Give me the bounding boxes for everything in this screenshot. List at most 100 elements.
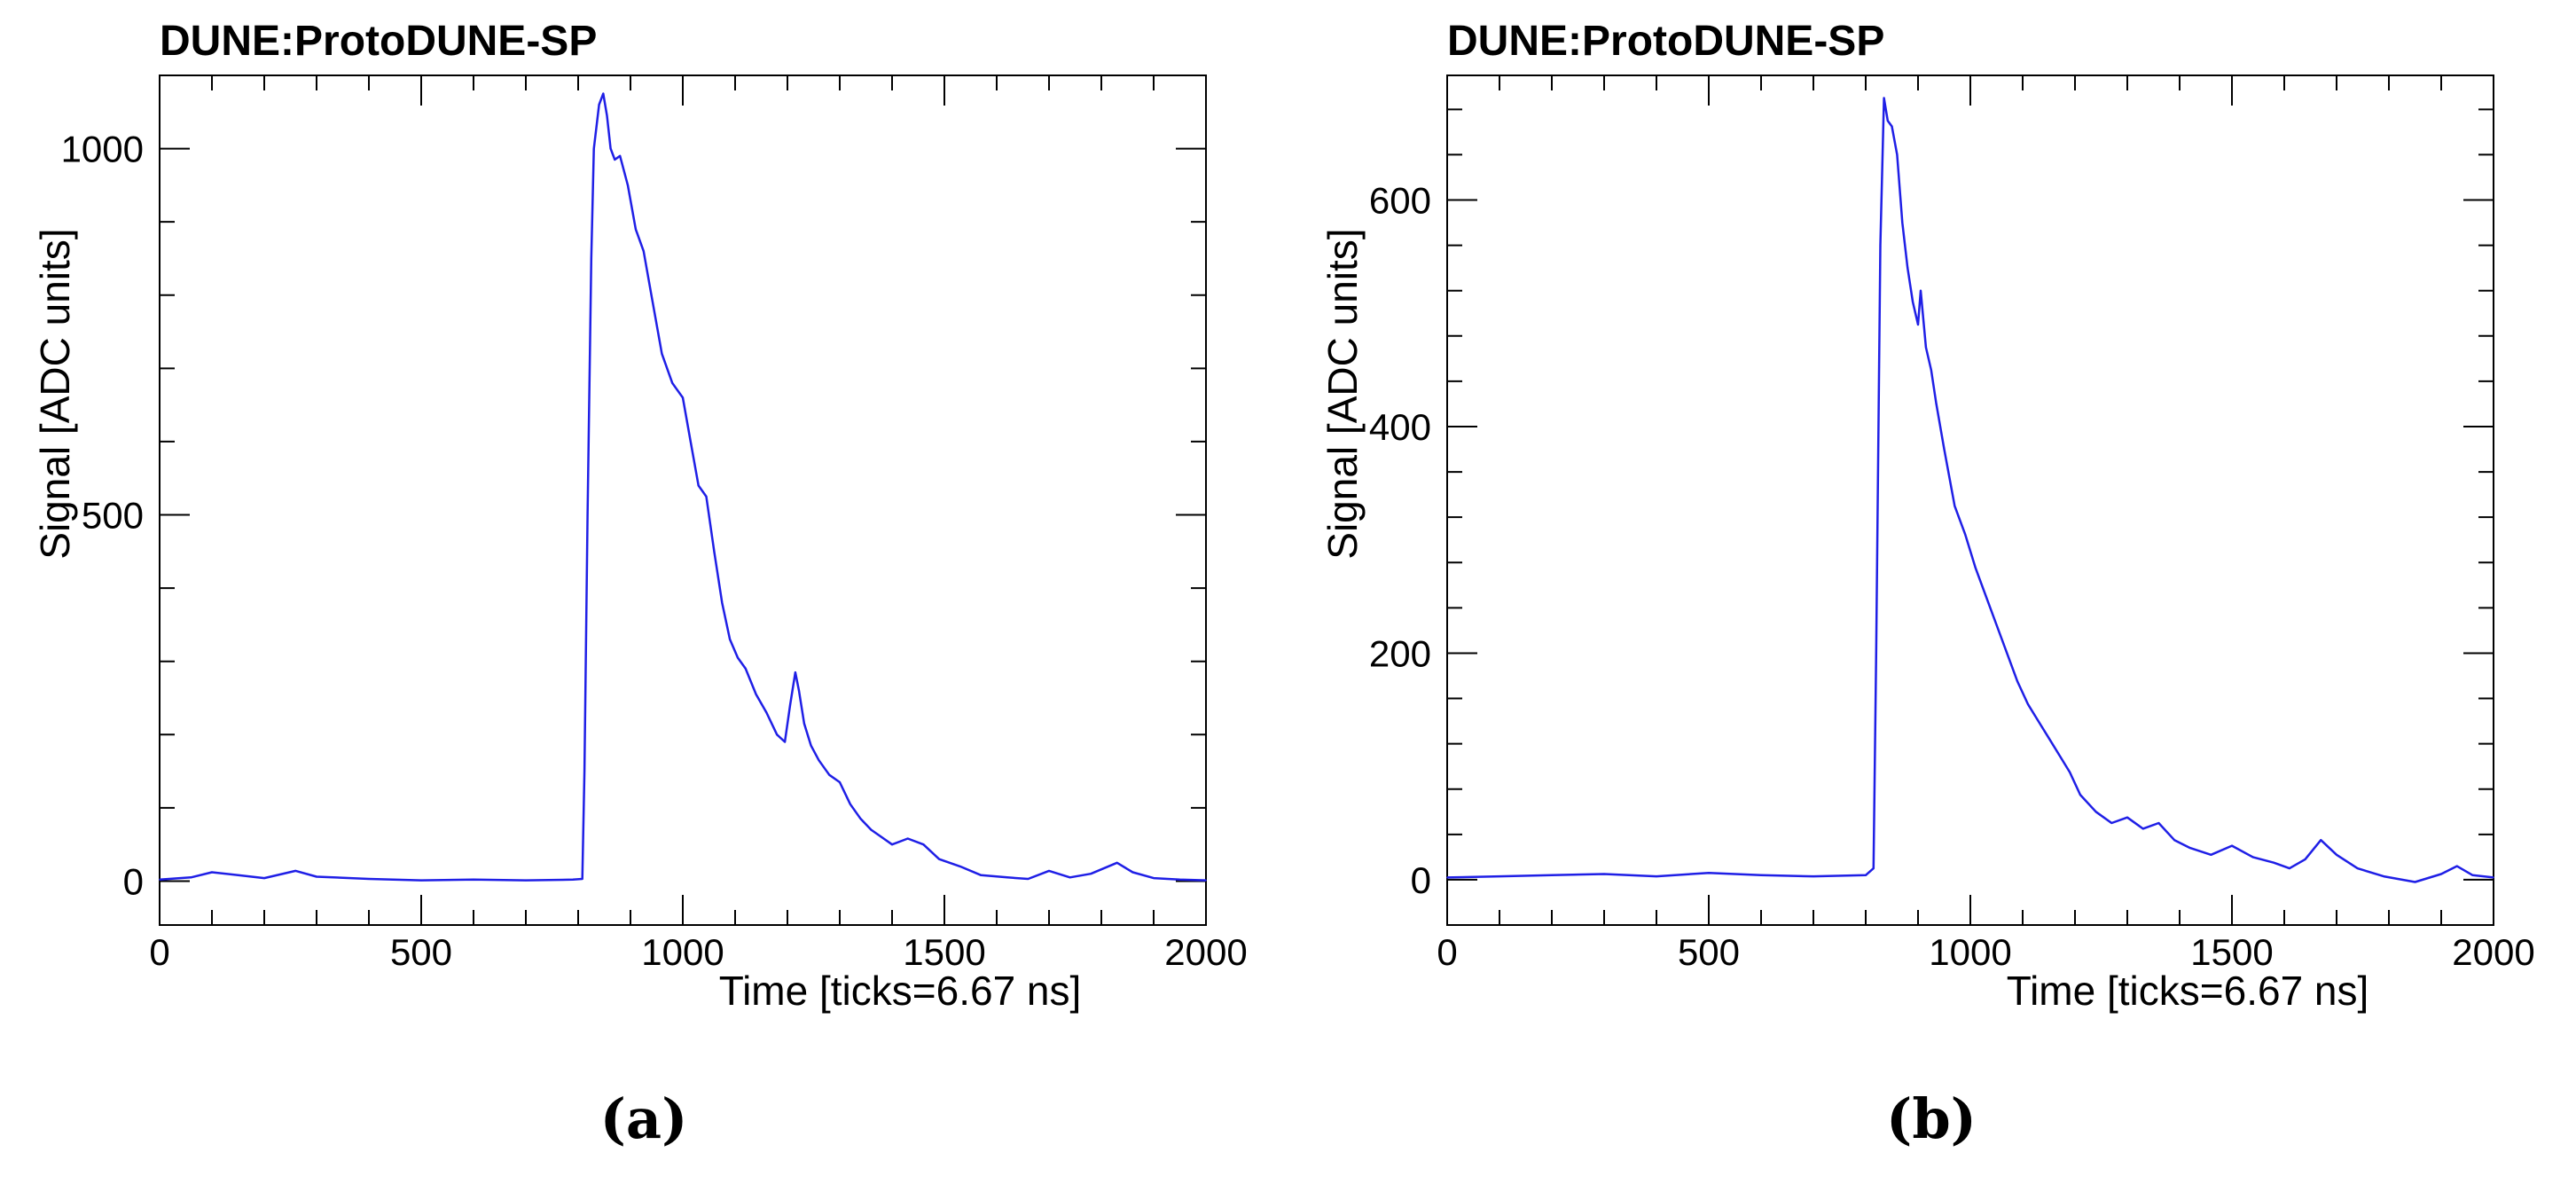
data-point	[1027, 878, 1030, 880]
chart-panel-b: DUNE:ProtoDUNE-SP 0 500 1000 1500 2000 0 200 400…	[1288, 0, 2575, 1184]
data-point	[1006, 876, 1008, 879]
data-point	[1178, 879, 1181, 881]
data-point	[581, 878, 583, 880]
y-tick-label: 0	[123, 860, 144, 902]
data-point	[1813, 875, 1814, 877]
data-point	[602, 92, 605, 95]
data-point	[1975, 567, 1977, 569]
data-point	[2037, 720, 2040, 722]
data-point	[2079, 794, 2081, 796]
signal-chart-b: DUNE:ProtoDUNE-SP 0 500 1000 1500 2000 0 200 400…	[1319, 18, 2535, 1014]
data-point	[1090, 873, 1092, 874]
data-point	[2440, 873, 2442, 875]
data-point	[627, 184, 629, 186]
data-point	[2414, 881, 2416, 883]
data-point	[1891, 125, 1893, 128]
data-point	[525, 879, 527, 882]
y-tick-label: 1000	[61, 129, 144, 170]
data-point	[2110, 822, 2113, 824]
data-point	[1603, 873, 1605, 875]
x-tick-label: 1500	[903, 931, 985, 973]
data-point	[2126, 816, 2128, 819]
data-point	[294, 870, 297, 872]
data-point	[368, 878, 370, 880]
data-point	[1205, 879, 1207, 882]
x-tick-label: 2000	[2452, 931, 2534, 973]
data-point	[1131, 871, 1134, 874]
data-point	[1943, 448, 1946, 451]
data-point	[1964, 533, 1966, 536]
data-point	[420, 879, 422, 882]
data-point	[1069, 876, 1071, 879]
data-point	[2455, 865, 2458, 867]
data-point	[938, 858, 940, 860]
data-point	[650, 294, 653, 296]
data-point	[737, 656, 739, 659]
data-point	[745, 668, 747, 670]
data-point	[190, 876, 192, 879]
x-tick-label: 1000	[641, 931, 724, 973]
y-axis-label: Signal [ADC units]	[1319, 228, 1366, 559]
y-tick-label: 0	[1411, 859, 1431, 901]
data-point	[1995, 623, 1998, 626]
data-point	[2094, 811, 2097, 813]
data-point	[1887, 120, 1889, 122]
data-point	[2069, 771, 2071, 773]
data-point	[1883, 97, 1885, 99]
data-point	[2173, 839, 2175, 841]
data-point	[592, 147, 595, 150]
data-point	[2251, 856, 2254, 859]
data-point	[2016, 680, 2018, 683]
data-point	[1920, 289, 1922, 292]
data-point	[959, 866, 961, 867]
data-point	[583, 770, 585, 772]
data-point	[643, 250, 645, 253]
data-point	[2189, 847, 2191, 849]
y-tick-label: 200	[1369, 632, 1431, 674]
y-tick-label: 600	[1369, 180, 1431, 222]
data-point	[2336, 854, 2337, 856]
data-point	[1551, 874, 1553, 876]
data-point	[2273, 861, 2275, 864]
data-point	[1901, 222, 1904, 223]
x-tick-label: 500	[390, 931, 452, 973]
data-point	[729, 639, 731, 640]
data-point	[1935, 403, 1938, 405]
data-point	[237, 874, 239, 876]
data-point	[2006, 652, 2008, 655]
data-point	[1917, 324, 1919, 325]
data-point	[690, 441, 692, 443]
x-tick-label: 0	[149, 931, 169, 973]
data-point	[2471, 874, 2474, 876]
data-point	[263, 877, 265, 879]
data-point	[850, 803, 851, 805]
x-axis-label: Time [ticks=6.67 ns]	[2007, 968, 2369, 1014]
data-point	[881, 836, 882, 838]
data-point	[1048, 870, 1050, 872]
data-point	[606, 114, 608, 117]
x-axis-label: Time [ticks=6.67 ns]	[719, 968, 1082, 1014]
data-point	[1873, 867, 1875, 869]
chart-title: DUNE:ProtoDUNE-SP	[160, 18, 597, 65]
data-point	[1499, 875, 1500, 877]
data-point	[473, 879, 474, 881]
data-point	[870, 828, 873, 831]
data-point	[859, 818, 862, 820]
data-point	[1879, 244, 1882, 247]
data-point	[1865, 874, 1867, 876]
signal-series-line	[1446, 97, 2494, 883]
x-tick-label: 1000	[1929, 931, 2011, 973]
chart-title: DUNE:ProtoDUNE-SP	[1447, 18, 1884, 65]
data-point	[572, 879, 574, 881]
data-point	[891, 843, 893, 845]
plot-frame	[159, 74, 1207, 926]
data-point	[776, 733, 778, 736]
data-point	[211, 871, 213, 874]
data-point	[705, 496, 708, 498]
data-point	[609, 147, 612, 150]
signal-chart-a: DUNE:ProtoDUNE-SP 0 500 1000 1500 2000 0 500 100…	[32, 18, 1248, 1014]
data-point	[159, 879, 161, 881]
data-point	[810, 744, 812, 747]
data-point	[2356, 867, 2359, 869]
data-point	[1153, 877, 1155, 879]
